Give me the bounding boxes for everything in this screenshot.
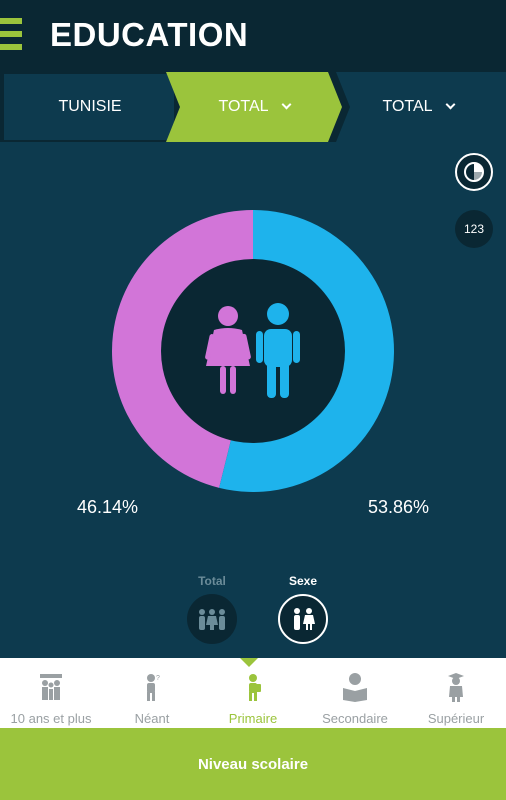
female-figure-icon [205, 306, 251, 394]
group-icon [199, 609, 225, 630]
filter-total-2-label: TOTAL [382, 98, 433, 115]
graduate-icon [448, 673, 464, 702]
svg-text:?: ? [156, 675, 160, 682]
app-header: EDUCATION [0, 0, 506, 72]
level-neant[interactable]: ? Néant [101, 658, 203, 728]
pie-chart-icon [464, 162, 484, 182]
male-female-icon [294, 608, 315, 630]
level-10-ans-et-plus[interactable]: 10 ans et plus [0, 658, 102, 728]
pie-chart-toggle[interactable] [455, 153, 493, 191]
level-label: Primaire [228, 711, 278, 726]
donut-center [161, 259, 345, 443]
filter-region[interactable]: TUNISIE [0, 72, 180, 142]
filter-total-2[interactable]: TOTAL [330, 72, 506, 142]
level-label: Supérieur [427, 711, 485, 726]
level-label: Secondaire [322, 711, 388, 726]
view-total-label: Total [198, 574, 226, 588]
filter-total-1[interactable]: TOTAL [166, 72, 342, 142]
chevron-down-icon [445, 99, 455, 110]
male-percentage: 53.86% [368, 497, 430, 517]
selected-level-pointer [240, 658, 258, 667]
numeric-toggle-label: 123 [463, 222, 485, 236]
level-superieur[interactable]: Supérieur [405, 658, 506, 728]
level-selector-button[interactable]: Niveau scolaire [0, 728, 506, 800]
level-secondaire[interactable]: Secondaire [304, 658, 406, 728]
person-icon: ? [147, 674, 160, 701]
view-sexe[interactable]: Sexe [273, 574, 333, 644]
filter-region-label: TUNISIE [58, 98, 122, 115]
level-selector-label: Niveau scolaire [197, 755, 309, 773]
chevron-down-icon [281, 99, 291, 110]
male-figure-icon [256, 303, 300, 398]
group-icon [40, 674, 62, 700]
view-total[interactable]: Total [182, 574, 242, 644]
view-total-button[interactable] [187, 594, 237, 644]
hamburger-menu-icon[interactable] [0, 18, 22, 50]
numeric-toggle[interactable]: 123 [455, 210, 493, 248]
view-sexe-label: Sexe [288, 574, 318, 588]
view-sexe-button[interactable] [278, 594, 328, 644]
filter-bar: TUNISIE TOTAL TOTAL [0, 72, 506, 142]
reader-icon [343, 673, 367, 702]
level-primaire[interactable]: Primaire [202, 658, 304, 728]
female-percentage: 46.14% [77, 497, 139, 517]
chart-area: 123 46.14% 53.86% Total [0, 142, 506, 658]
schoolchild-icon [249, 674, 261, 701]
filter-bar-background [4, 72, 506, 142]
app-title: EDUCATION [50, 16, 249, 53]
filter-total-1-label: TOTAL [218, 98, 269, 115]
level-label: 10 ans et plus [10, 711, 92, 726]
level-bar: 10 ans et plus ? Néant Primaire Secondai… [0, 658, 506, 728]
donut-chart [112, 210, 395, 492]
level-label: Néant [134, 711, 170, 726]
